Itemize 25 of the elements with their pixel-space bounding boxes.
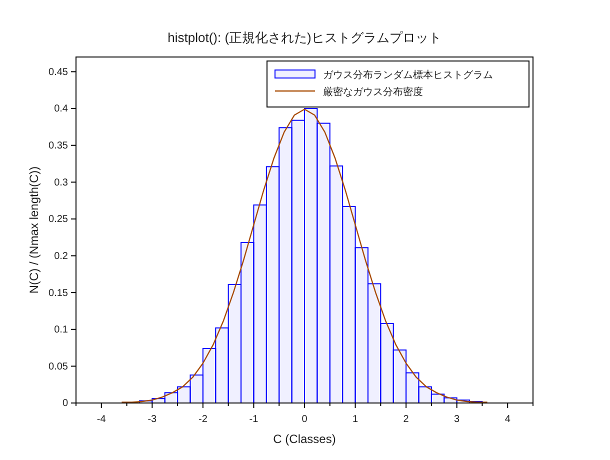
x-tick-label: -1 [249, 414, 259, 425]
y-tick-label: 0.2 [54, 250, 68, 262]
y-tick-label: 0.15 [48, 288, 68, 299]
x-tick-label: 0 [302, 414, 308, 425]
x-tick-label: 4 [504, 414, 511, 425]
y-tick-label: 0.05 [48, 361, 68, 372]
x-axis-title: C (Classes) [273, 432, 336, 446]
y-tick-label: 0.35 [48, 140, 68, 152]
chart-title: histplot(): (正規化された)ヒストグラムプロット [168, 30, 442, 45]
y-tick-label: 0.25 [48, 214, 68, 226]
y-tick-label: 0.3 [54, 177, 68, 188]
legend-label: ガウス分布ランダム標本ヒストグラム [323, 69, 493, 81]
x-tick-label: 1 [352, 414, 358, 425]
y-tick-label: 0 [62, 398, 68, 410]
y-tick-label: 0.45 [48, 66, 68, 78]
y-tick-label: 0.4 [54, 104, 68, 115]
legend-label: 厳密なガウス分布密度 [323, 86, 423, 98]
x-tick-label: -2 [198, 414, 208, 425]
y-tick-label: 0.1 [54, 324, 68, 336]
x-tick-label: -3 [148, 414, 158, 425]
line-series [121, 108, 488, 403]
x-tick-label: 2 [403, 414, 410, 425]
x-tick-label: 3 [454, 414, 460, 425]
x-tick-label: -4 [96, 414, 106, 425]
y-axis-title: N(C) / (Nmax length(C)) [27, 166, 41, 294]
